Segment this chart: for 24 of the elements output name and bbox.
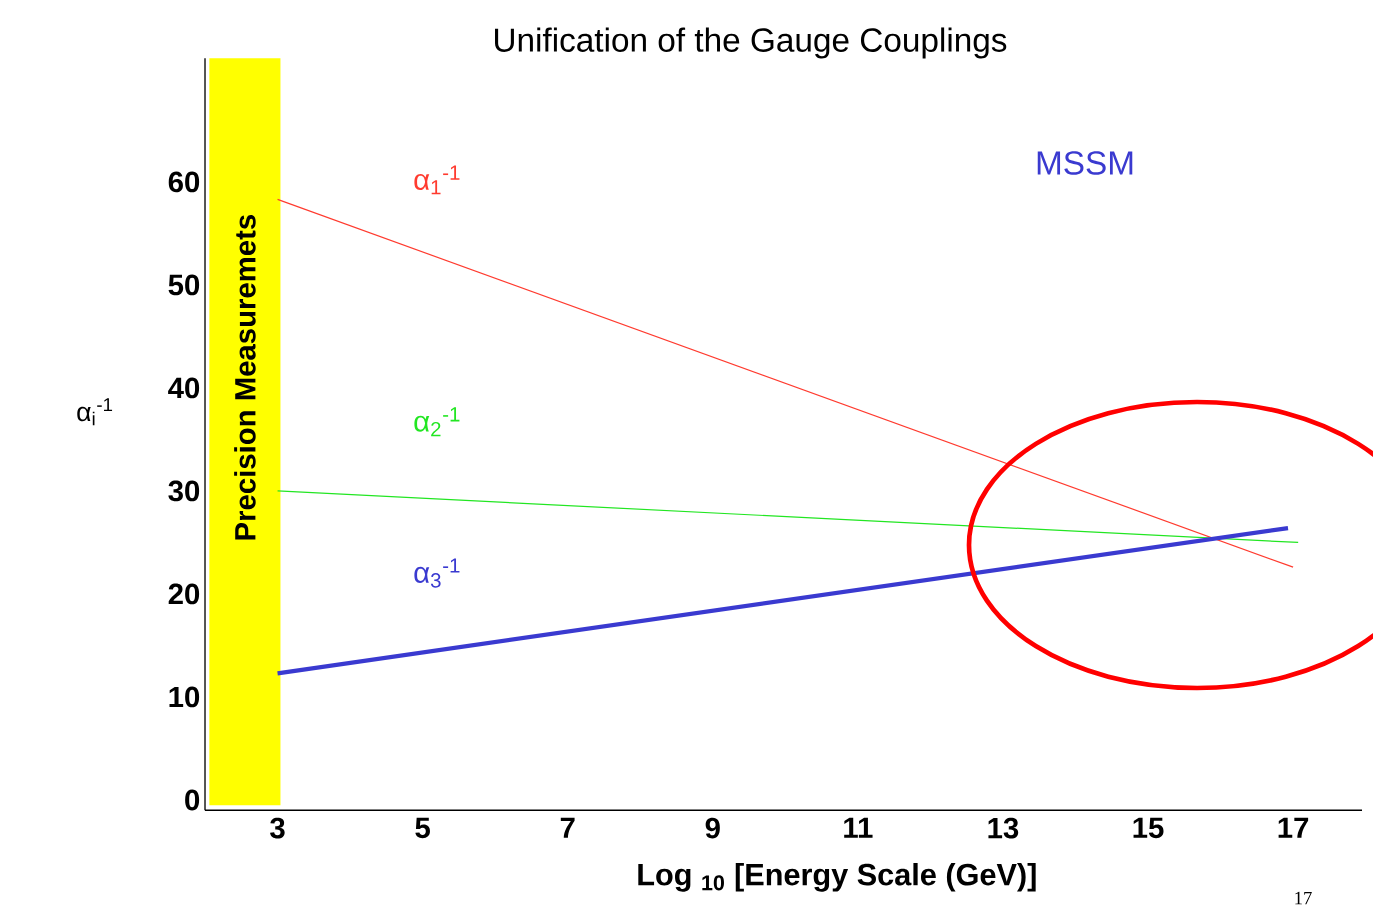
series-label: α$_{1}$-1 xyxy=(414,165,460,195)
y-tick-label: 40 xyxy=(168,377,200,399)
chart-title: Unification of the Gauge Couplings xyxy=(495,27,1007,59)
x-tick-label: 3 xyxy=(270,817,285,839)
x-tick-label: 15 xyxy=(1133,817,1164,839)
text: α$_{2}$-1 xyxy=(414,407,460,437)
x-tick-label: 9 xyxy=(705,817,720,839)
text: α$_{3}$-1 xyxy=(414,558,460,588)
annotation: MSSM xyxy=(1037,151,1133,175)
y-tick-label: 30 xyxy=(168,480,200,502)
y-tick-label: 10 xyxy=(169,686,200,708)
x-tick-label: 13 xyxy=(988,817,1019,839)
text: 17 xyxy=(1295,891,1312,905)
y-tick-label: 60 xyxy=(168,171,200,193)
x-tick-label: 17 xyxy=(1278,817,1309,838)
y-tick-label: 0 xyxy=(185,789,200,811)
y-tick-label: 50 xyxy=(168,274,200,296)
x-tick-label: 5 xyxy=(415,817,430,839)
x-axis-title: Log $_{10}$ [Energy Scale (GeV)] xyxy=(638,862,1036,892)
band-label: Precision Measuremets xyxy=(234,215,256,540)
y-tick-label: 20 xyxy=(168,583,200,605)
x-tick-label: 7 xyxy=(560,817,575,838)
x-tick-label: 11 xyxy=(844,817,873,838)
y-axis-title: α$_{i}$-1 xyxy=(77,398,113,426)
